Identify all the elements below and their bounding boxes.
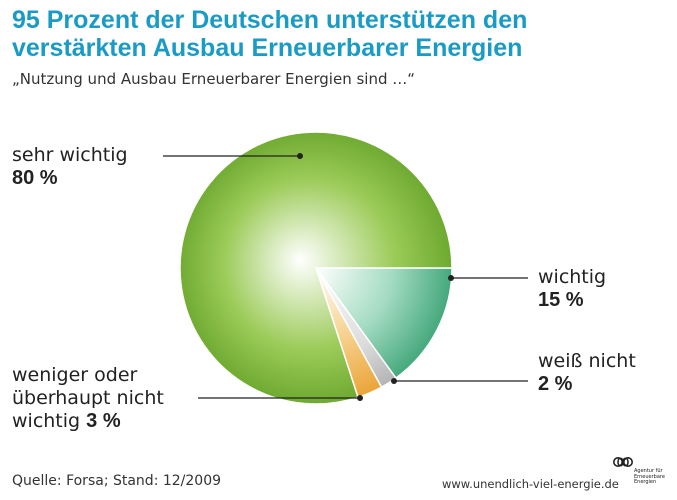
- logo-text-line-1: Agentur für: [634, 468, 663, 474]
- label-sehr-wichtig-text: sehr wichtig: [12, 144, 128, 166]
- label-weniger-line-1: weniger oder: [12, 364, 138, 386]
- leader-dot-weiss-nicht: [391, 378, 397, 384]
- leader-dot-weniger: [357, 395, 363, 401]
- label-weiss-nicht-text: weiß nicht: [538, 350, 636, 372]
- logo-text-line-2: Erneuerbare: [634, 473, 665, 480]
- label-weiss-nicht: weiß nicht 2 %: [538, 350, 636, 396]
- label-weniger-line-3: wichtig: [12, 410, 81, 432]
- label-weniger-value: 3 %: [86, 410, 121, 432]
- agency-logo: Agentur für Erneuerbare Energien: [610, 455, 670, 495]
- label-wichtig: wichtig 15 %: [538, 266, 606, 312]
- pie-slice-sehr-wichtig: [179, 131, 453, 405]
- website-url: www.unendlich-viel-energie.de: [442, 477, 619, 491]
- label-wichtig-value: 15 %: [538, 289, 584, 311]
- leader-dot-sehr-wichtig: [297, 153, 303, 159]
- label-weniger: weniger oder überhaupt nicht wichtig 3 %: [12, 364, 164, 433]
- chart-subtitle: „Nutzung und Ausbau Erneuerbarer Energie…: [12, 70, 416, 88]
- logo-text-line-3: Energien: [634, 479, 657, 485]
- label-weniger-line-2: überhaupt nicht: [12, 387, 164, 409]
- title-line-2: verstärkten Ausbau Erneuerbarer Energien: [12, 34, 523, 62]
- logo-text: Agentur für Erneuerbare Energien: [634, 468, 670, 486]
- label-weiss-nicht-value: 2 %: [538, 373, 573, 395]
- label-sehr-wichtig: sehr wichtig 80 %: [12, 144, 128, 190]
- infinity-icon: [613, 457, 633, 467]
- leader-dot-wichtig: [448, 275, 454, 281]
- source-note: Quelle: Forsa; Stand: 12/2009: [12, 473, 222, 489]
- title-line-1: 95 Prozent der Deutschen unterstützen de…: [12, 6, 528, 34]
- label-sehr-wichtig-value: 80 %: [12, 167, 58, 189]
- chart-title: 95 Prozent der Deutschen unterstützen de…: [12, 6, 672, 62]
- label-wichtig-text: wichtig: [538, 266, 607, 288]
